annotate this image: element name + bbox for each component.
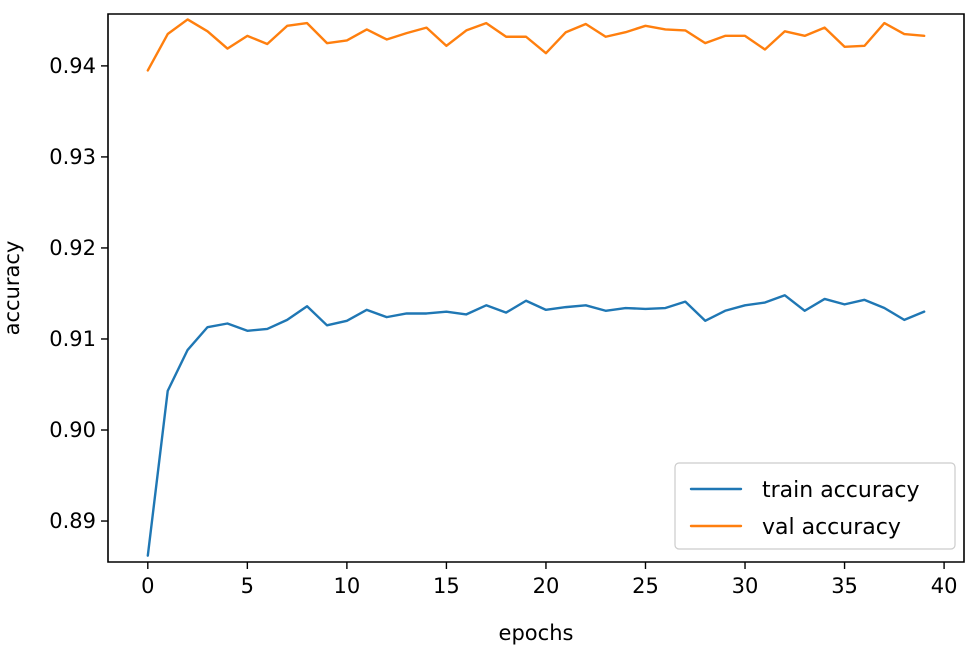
y-tick-label: 0.89 bbox=[49, 509, 96, 533]
x-tick-label: 0 bbox=[141, 574, 154, 598]
x-tick-label: 40 bbox=[931, 574, 958, 598]
axes-frame bbox=[107, 13, 965, 563]
series-line-val-accuracy bbox=[146, 18, 926, 72]
series-layer bbox=[146, 18, 926, 557]
y-tick-label: 0.92 bbox=[49, 236, 96, 260]
x-tick-label: 10 bbox=[334, 574, 361, 598]
legend-label-val-accuracy: val accuracy bbox=[762, 515, 901, 540]
x-axis-title: epochs bbox=[499, 621, 574, 645]
x-tick-label: 20 bbox=[533, 574, 560, 598]
x-tick-label: 15 bbox=[433, 574, 460, 598]
x-tick-label: 25 bbox=[632, 574, 659, 598]
series-line-train-accuracy bbox=[146, 294, 926, 557]
y-tick-label: 0.91 bbox=[49, 327, 96, 351]
x-tick-label: 30 bbox=[732, 574, 759, 598]
x-tick-label: 35 bbox=[831, 574, 858, 598]
y-tick-label: 0.93 bbox=[49, 145, 96, 169]
legend-box bbox=[674, 462, 956, 550]
legend: train accuracy val accuracy bbox=[674, 462, 956, 550]
x-axis-ticks: 0 5 10 15 20 25 30 35 40 bbox=[141, 562, 957, 598]
y-tick-label: 0.94 bbox=[49, 54, 96, 78]
y-axis-ticks: 0.89 0.90 0.91 0.92 0.93 0.94 bbox=[49, 54, 108, 533]
plot-area bbox=[107, 13, 965, 563]
x-tick-label: 5 bbox=[241, 574, 254, 598]
legend-label-train-accuracy: train accuracy bbox=[762, 478, 919, 503]
y-axis-title: accuracy bbox=[0, 241, 24, 336]
y-tick-label: 0.90 bbox=[49, 418, 96, 442]
